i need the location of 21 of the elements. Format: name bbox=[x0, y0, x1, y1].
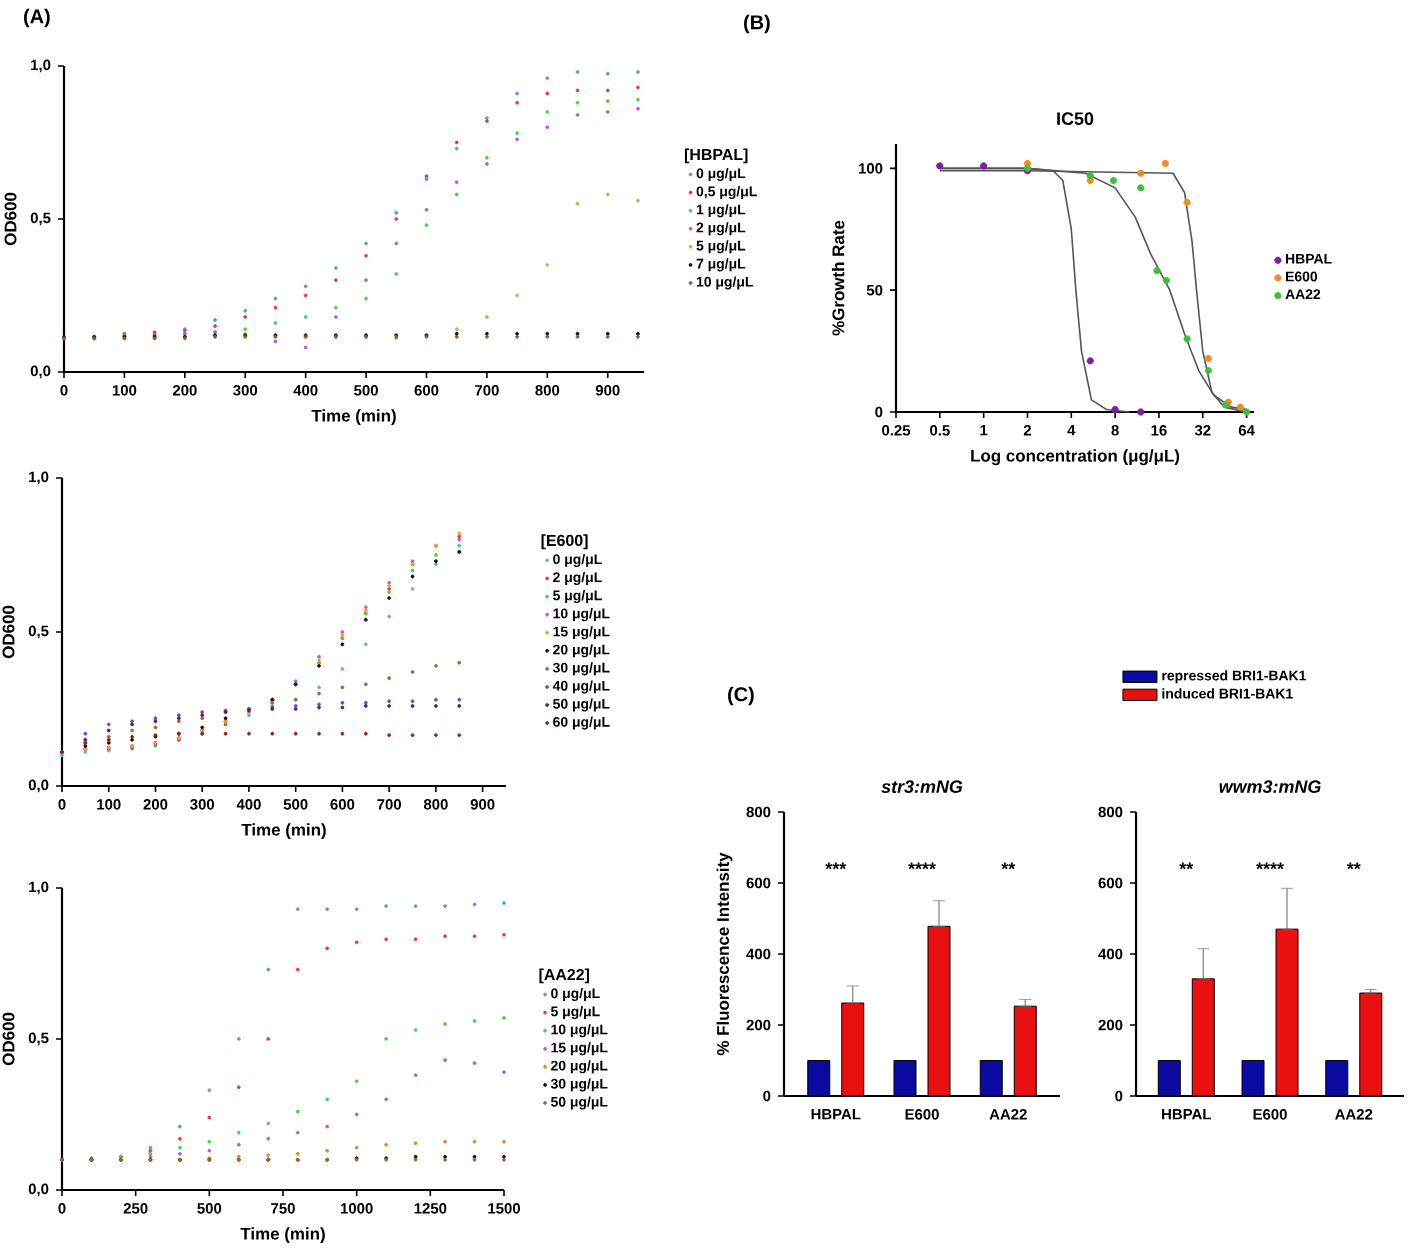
text: (A) bbox=[24, 8, 50, 28]
annotation: **** bbox=[908, 862, 936, 870]
chart-title: IC50 bbox=[1057, 112, 1094, 126]
x-axis-title: Time (min) bbox=[240, 1227, 325, 1244]
x-axis-title: Log concentration (μg/μL) bbox=[971, 449, 1180, 466]
text: (C) bbox=[728, 686, 754, 706]
x-axis-title: Time (min) bbox=[241, 823, 326, 840]
y-axis-title: OD600 bbox=[2, 605, 15, 659]
annotation: *** bbox=[825, 862, 847, 870]
annotation: **** bbox=[1256, 862, 1284, 870]
chart-title: wwm3:mNG bbox=[1219, 780, 1321, 794]
chart-title: str3:mNG bbox=[881, 780, 963, 794]
text: (B) bbox=[744, 14, 770, 34]
y-axis-title: OD600 bbox=[4, 192, 17, 246]
annotation: ** bbox=[1001, 862, 1016, 870]
annotation: ** bbox=[1179, 862, 1194, 870]
y-axis-title: % Fluorescence Intensity bbox=[716, 852, 733, 1056]
y-axis-title: %Growth Rate bbox=[831, 220, 845, 336]
annotation: ** bbox=[1346, 862, 1361, 870]
x-axis-title: Time (min) bbox=[311, 409, 396, 426]
y-axis-title: OD600 bbox=[2, 1012, 15, 1066]
